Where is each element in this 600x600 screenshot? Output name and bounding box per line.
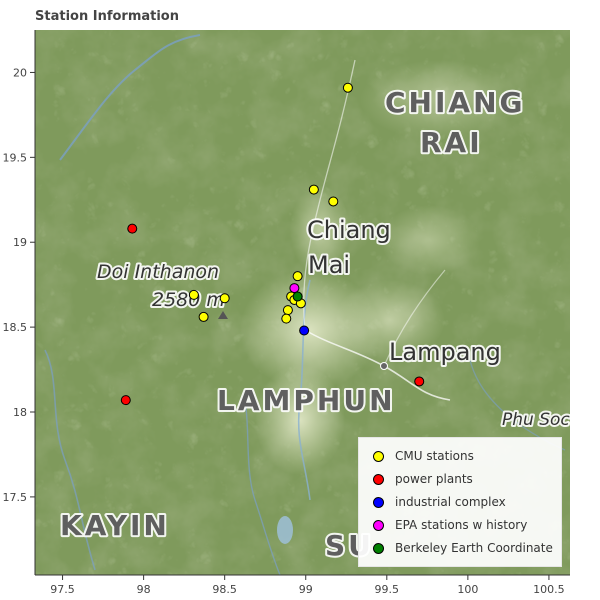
station-marker[interactable]: [219, 293, 230, 304]
station-marker[interactable]: [281, 313, 292, 324]
place-label-halo: 2580 m: [152, 289, 225, 311]
station-marker[interactable]: [289, 283, 300, 294]
x-tick-label: 98: [137, 583, 151, 596]
place-label: RAI: [420, 126, 483, 159]
station-marker[interactable]: [188, 289, 199, 300]
place-label-halo: CHIANG: [385, 86, 526, 119]
station-marker[interactable]: [282, 305, 293, 316]
y-tick-label: 19.5: [3, 151, 28, 164]
y-tick-label: 20: [13, 66, 27, 79]
x-tick-label: 100.5: [533, 583, 565, 596]
x-tick-label: 97.5: [50, 583, 75, 596]
place-label-halo: KAYIN: [60, 509, 170, 542]
place-label: LAMPHUN: [217, 384, 396, 417]
place-label-halo: Lampang: [389, 338, 501, 366]
station-marker[interactable]: [198, 311, 209, 322]
y-tick-label: 17.5: [3, 491, 28, 504]
legend-item-industrial-complex: industrial complex: [373, 492, 506, 512]
x-tick-label: 99.5: [375, 583, 400, 596]
station-marker[interactable]: [414, 376, 425, 387]
peak-marker-icon: [218, 311, 228, 319]
legend-item-cmu-stations: CMU stations: [373, 446, 474, 466]
x-tick-label: 98.5: [212, 583, 237, 596]
station-marker[interactable]: [292, 271, 303, 282]
station-marker[interactable]: [120, 395, 131, 406]
legend-swatch: [373, 542, 384, 554]
place-label-halo: Phu Soc: [502, 410, 570, 430]
legend-swatch: [373, 496, 384, 508]
place-label: Mai: [308, 251, 350, 279]
place-labels: CHIANGCHIANGRAIRAIChiangChiangMaiMaiDoi …: [58, 84, 570, 564]
station-marker[interactable]: [328, 196, 339, 207]
station-marker[interactable]: [299, 325, 310, 336]
axis-ticks: 97.5 98 98.5 99 99.5 100 100.5 17.5 18 18.5 19 19.5…: [3, 66, 565, 596]
station-marker[interactable]: [127, 223, 138, 234]
place-label-halo: Chiang: [307, 216, 391, 244]
legend-swatch: [373, 519, 384, 531]
x-tick-label: 100: [457, 583, 478, 596]
legend: CMU stations power plants industrial com…: [358, 437, 562, 567]
station-marker[interactable]: [308, 184, 319, 195]
y-tick-label: 18.5: [3, 321, 28, 334]
legend-item-power-plants: power plants: [373, 469, 473, 489]
y-tick-label: 19: [13, 236, 27, 249]
plot-title: Station Information: [35, 9, 179, 24]
place-label-halo: Mai: [308, 251, 350, 279]
x-tick-label: 99: [299, 583, 313, 596]
place-label: CHIANG: [385, 86, 526, 119]
legend-label: EPA stations w history: [395, 518, 528, 532]
station-markers[interactable]: [120, 82, 425, 406]
city-dot-icon: [380, 362, 388, 370]
legend-label: CMU stations: [395, 449, 474, 463]
place-label-halo: RAI: [420, 126, 483, 159]
place-label: Lampang: [389, 338, 501, 366]
place-label: 2580 m: [152, 289, 225, 311]
station-marker[interactable]: [292, 291, 303, 302]
legend-label: Berkeley Earth Coordinate: [395, 541, 553, 555]
y-tick-label: 18: [13, 406, 27, 419]
place-label-halo: Doi Inthanon: [97, 261, 219, 283]
legend-swatch: [373, 473, 384, 485]
legend-label: power plants: [395, 472, 473, 486]
legend-swatch: [373, 450, 384, 462]
legend-item-berkeley-earth: Berkeley Earth Coordinate: [373, 538, 553, 558]
station-marker[interactable]: [342, 82, 353, 93]
place-label: Chiang: [307, 216, 391, 244]
place-label: Doi Inthanon: [97, 261, 219, 283]
legend-item-epa-stations: EPA stations w history: [373, 515, 527, 535]
place-label: Phu Soc: [502, 410, 570, 430]
place-label: KAYIN: [60, 509, 170, 542]
place-label-halo: LAMPHUN: [217, 384, 396, 417]
legend-label: industrial complex: [395, 495, 506, 509]
